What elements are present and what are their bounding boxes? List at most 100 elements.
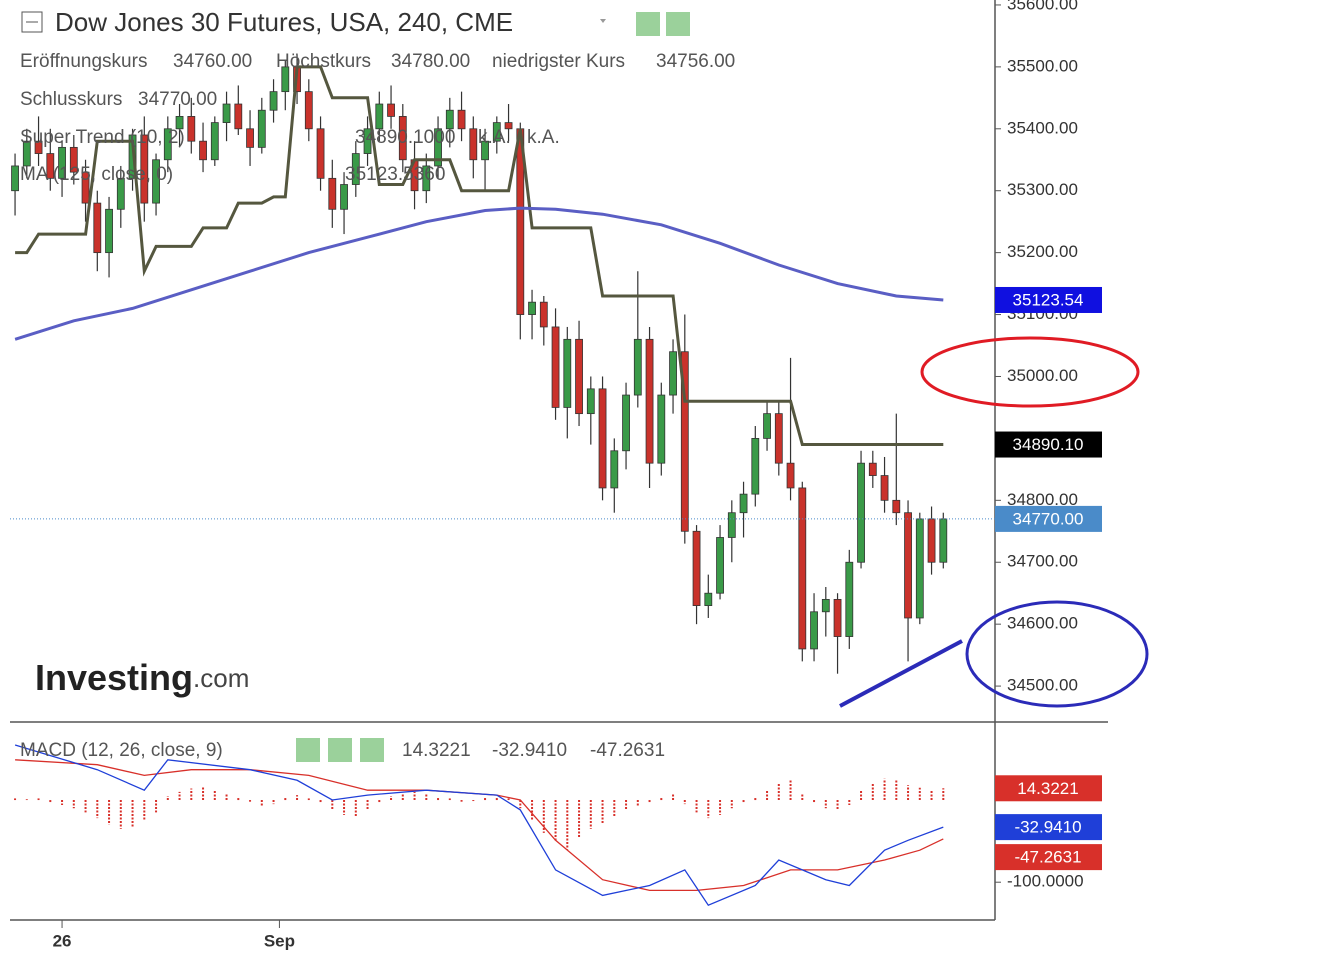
candle-body xyxy=(246,128,254,148)
candle-body xyxy=(751,438,760,495)
y-tick-label: 34800.00 xyxy=(1007,490,1078,509)
candle-body xyxy=(857,462,865,563)
candle-body xyxy=(351,153,360,185)
candle-body xyxy=(175,116,184,130)
collapse-icon[interactable] xyxy=(21,11,43,33)
price-tag-label: 14.3221 xyxy=(1017,779,1078,798)
candle-body xyxy=(34,140,43,154)
candle-body xyxy=(892,499,901,514)
annotation-ellipse-blue xyxy=(965,600,1149,708)
candle-body xyxy=(445,109,454,130)
y-tick-label: 35400.00 xyxy=(1007,118,1078,137)
candle-body xyxy=(833,598,842,637)
y-tick-label: 35600.00 xyxy=(1007,0,1078,13)
candle-body xyxy=(58,146,66,179)
candle-body xyxy=(257,109,266,148)
candle-body xyxy=(81,171,90,204)
candle-body xyxy=(927,518,936,563)
candle-body xyxy=(622,394,630,452)
candle-body xyxy=(210,122,219,161)
candle-body xyxy=(304,91,313,130)
y-tick-label: 34700.00 xyxy=(1007,552,1078,571)
ohlc-legend-value: 34770.00 xyxy=(138,89,217,110)
candle-body xyxy=(904,512,912,619)
annotation-ellipse-red xyxy=(920,336,1140,408)
macd-legend-value: 14.3221 xyxy=(402,740,471,761)
candle-body xyxy=(880,475,889,501)
price-tag-label: -32.9410 xyxy=(1014,818,1081,837)
candle-body xyxy=(680,351,689,532)
candle-body xyxy=(434,128,442,167)
overlay-legend-value: k.A. xyxy=(527,127,560,148)
ohlc-legend-label: niedrigster Kurs xyxy=(492,51,625,72)
candle-body xyxy=(739,493,748,514)
price-tag-label: 34770.00 xyxy=(1013,509,1084,528)
price-tag xyxy=(995,431,1102,458)
chart-title: Dow Jones 30 Futures, USA, 240, CME xyxy=(55,7,513,37)
macd-settings-icon[interactable] xyxy=(296,738,320,762)
candle-body xyxy=(363,128,372,154)
y-tick-label: 35500.00 xyxy=(1007,56,1078,75)
overlay-line xyxy=(14,206,944,341)
settings-icon[interactable] xyxy=(636,12,660,36)
watermark-brand: Investing xyxy=(35,657,193,698)
price-tag xyxy=(995,775,1102,802)
candle-body xyxy=(140,134,149,204)
gear-icon[interactable] xyxy=(666,12,690,36)
candle-body xyxy=(328,177,337,210)
title-dropdown[interactable] xyxy=(600,19,606,23)
candle-body xyxy=(69,146,78,173)
candle-body xyxy=(116,177,125,210)
candle-body xyxy=(845,561,854,637)
overlay-legend-name: Super Trend (10, 2) xyxy=(20,127,185,148)
candle-body xyxy=(598,388,607,489)
candle-body xyxy=(187,116,196,142)
candle-body xyxy=(610,450,619,489)
candle-body xyxy=(915,518,924,619)
price-tag xyxy=(995,286,1102,313)
candle-body xyxy=(46,153,55,179)
overlay-legend-value: 35123.5360 xyxy=(345,164,445,185)
candle-body xyxy=(269,91,278,111)
candle-body xyxy=(633,338,642,396)
candle-body xyxy=(786,462,795,489)
y-tick-label: 35200.00 xyxy=(1007,242,1078,261)
candle-body xyxy=(575,338,583,415)
candle-body xyxy=(810,611,818,650)
candle-body xyxy=(387,103,395,117)
candle-body xyxy=(481,140,489,161)
price-tag-label: -47.2631 xyxy=(1014,848,1081,867)
signal-line xyxy=(15,759,944,892)
macd-gear-icon[interactable] xyxy=(328,738,352,762)
ohlc-legend-label: Höchstkurs xyxy=(276,51,371,72)
price-tag xyxy=(995,505,1102,532)
ohlc-legend-value: 34780.00 xyxy=(391,51,470,72)
candle-body xyxy=(868,462,877,476)
macd-close-icon[interactable] xyxy=(360,738,384,762)
candle-body xyxy=(645,338,654,464)
overlay-legend-value: 34890.1000 xyxy=(355,127,455,148)
x-tick-label: 26 xyxy=(53,931,72,950)
candle-body xyxy=(105,208,113,254)
candle-body xyxy=(939,518,948,563)
candle-body xyxy=(422,165,431,192)
candle-body xyxy=(316,128,325,179)
candle-body xyxy=(763,413,771,439)
candle-body xyxy=(163,128,172,161)
ohlc-legend-value: 34760.00 xyxy=(173,51,252,72)
macd-line xyxy=(14,744,944,907)
candle-body xyxy=(340,184,348,210)
overlay-line xyxy=(15,65,944,446)
y-tick-label: 35000.00 xyxy=(1007,366,1078,385)
y-tick-label: 34500.00 xyxy=(1007,676,1078,695)
candle-body xyxy=(375,103,384,130)
candle-body xyxy=(469,128,478,161)
candle-body xyxy=(398,116,407,161)
candle-body xyxy=(551,326,560,408)
candle-body xyxy=(798,487,807,650)
marks: 34500.0034600.0034700.0034800.0034900.00… xyxy=(10,0,1084,907)
candle-body xyxy=(457,109,466,130)
x-tick-label: Sep xyxy=(264,931,295,950)
